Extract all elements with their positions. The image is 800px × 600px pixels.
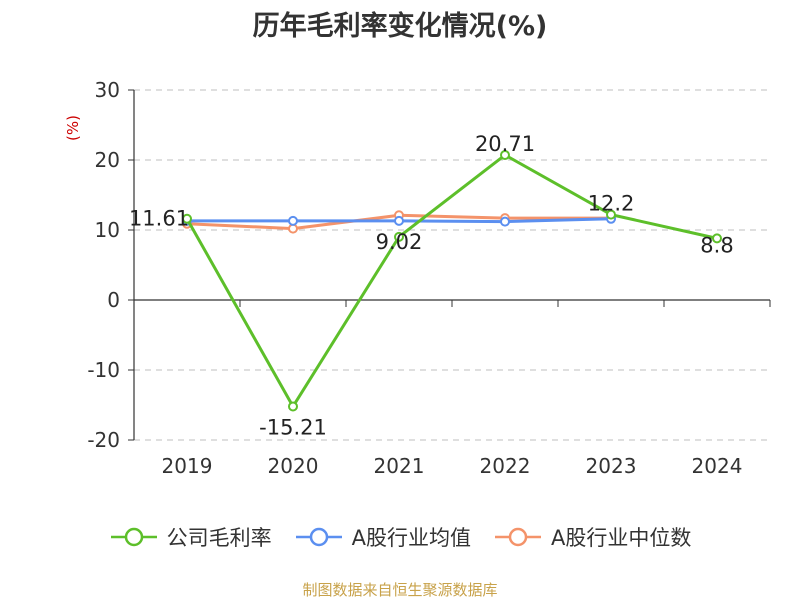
legend-marker-icon [295, 527, 342, 547]
data-point [712, 233, 722, 244]
legend-label: 公司毛利率 [166, 526, 272, 550]
data-label: 12.2 [588, 192, 635, 216]
y-axis-label: (%) [64, 115, 82, 141]
x-tick-label: 2021 [374, 454, 425, 478]
y-tick-label: -20 [87, 428, 120, 452]
grid-layer [134, 89, 770, 441]
y-tick-label: 0 [107, 288, 120, 312]
data-point [500, 216, 510, 227]
x-tick-label: 2024 [692, 454, 743, 478]
y-tick-label: 30 [95, 78, 120, 102]
x-tick-label: 2020 [268, 454, 319, 478]
data-label-layer: 11.61 -15.21 9.02 20.71 12.2 8.8 [129, 132, 734, 439]
x-tick-label: 2022 [480, 454, 531, 478]
legend-label: A股行业中位数 [551, 526, 692, 550]
legend-marker-icon [110, 527, 157, 547]
data-label: 20.71 [475, 132, 535, 156]
y-tick-label: 10 [95, 218, 120, 242]
legend-label: A股行业均值 [351, 526, 471, 550]
axis-layer: 30 20 10 0 -10 -20 (%) 2019 2020 2021 2022 2023 2024 [64, 78, 771, 478]
data-point [288, 215, 298, 226]
data-point [394, 231, 404, 242]
data-label: -15.21 [259, 415, 327, 439]
legend-item[interactable]: A股行业均值 [294, 522, 471, 552]
data-label: 8.8 [700, 233, 733, 257]
y-tick-label: -10 [87, 358, 120, 382]
data-label: 11.61 [129, 207, 189, 231]
data-point [394, 215, 404, 226]
data-point [606, 209, 616, 220]
source-note: 制图数据来自恒生聚源数据库 [302, 581, 498, 599]
legend-item[interactable]: 公司毛利率 [109, 522, 272, 552]
series-line [185, 153, 718, 408]
data-point [182, 213, 192, 224]
chart-title: 历年毛利率变化情况(%) [252, 11, 548, 42]
legend-item[interactable]: A股行业中位数 [493, 522, 691, 552]
x-tick-label: 2019 [162, 454, 213, 478]
series-layer [182, 150, 722, 412]
legend-marker-icon [495, 527, 541, 547]
x-tick-label: 2023 [586, 454, 637, 478]
data-point [500, 150, 510, 161]
data-point [288, 401, 298, 412]
legend: 公司毛利率 A股行业均值 A股行业中位数 [0, 520, 800, 554]
data-label: 9.02 [376, 230, 423, 254]
y-tick-label: 20 [95, 148, 120, 172]
